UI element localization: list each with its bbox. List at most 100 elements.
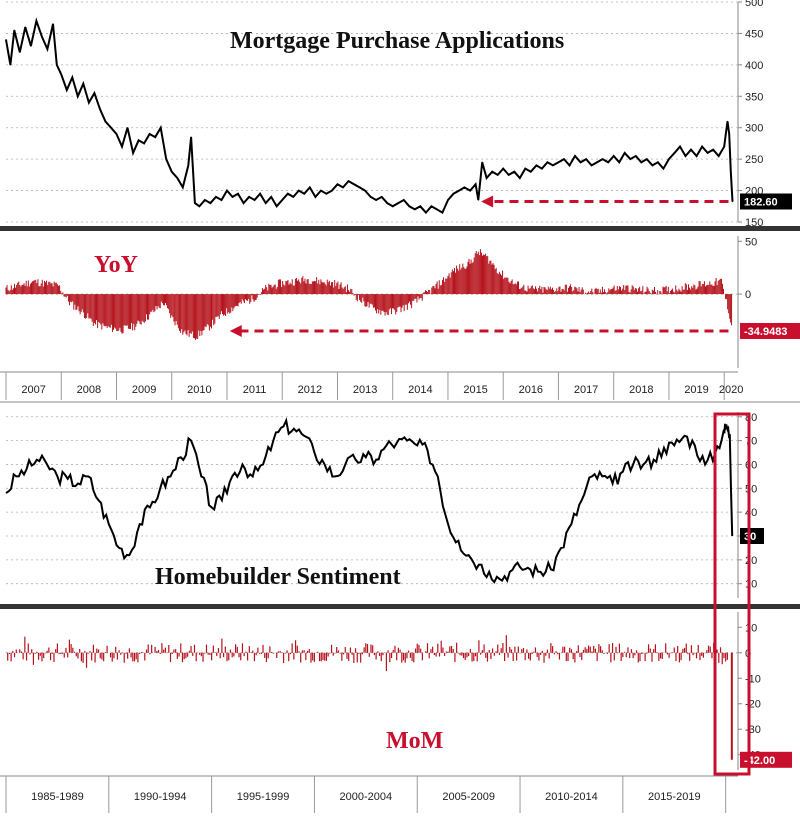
mortgage-point [730, 171, 732, 173]
mortgage-point [110, 127, 112, 129]
mortgage-point [132, 152, 134, 154]
mortgage-point [358, 186, 361, 189]
yoy-x-tick-label: 2016 [519, 384, 543, 396]
yoy-x-tick-label: 2012 [298, 384, 322, 396]
mortgage-point [718, 155, 720, 157]
homebuilder-title: Homebuilder Sentiment [155, 564, 401, 590]
mortgage-point [474, 183, 477, 185]
mortgage-point [668, 158, 670, 160]
mortgage-point [176, 177, 178, 179]
homebuilder-y-tick-label: 60 [745, 459, 757, 471]
mortgage-point [19, 51, 21, 53]
mortgage-point [298, 189, 300, 192]
mom-x-tick-label: 1990-1994 [134, 791, 187, 803]
mortgage-point [226, 189, 228, 192]
mortgage-point [618, 161, 620, 163]
mortgage-point [56, 64, 58, 66]
mortgage-point [220, 199, 223, 201]
mortgage-point [66, 89, 68, 91]
mortgage-point [187, 164, 189, 167]
mortgage-point [149, 133, 151, 135]
mortgage-point [347, 180, 350, 182]
mortgage-point [287, 193, 289, 195]
mortgage-point [436, 208, 438, 211]
mortgage-point [726, 120, 729, 123]
mortgage-point [629, 158, 631, 160]
mortgage-point [419, 205, 421, 207]
mortgage-point [524, 167, 526, 170]
mortgage-point [381, 196, 383, 198]
mortgage-point [481, 161, 483, 163]
mortgage-point [447, 199, 449, 201]
mortgage-point [52, 23, 54, 25]
mortgage-point [723, 145, 725, 148]
mortgage-y-tick-label: 400 [745, 60, 763, 72]
mom-y-tick-label: -30 [745, 724, 761, 736]
mortgage-point [171, 171, 173, 173]
mortgage-point [386, 202, 388, 204]
mortgage-point [397, 202, 399, 204]
mortgage-point [477, 199, 479, 201]
mortgage-point [309, 186, 311, 189]
mortgage-point [585, 158, 587, 160]
mortgage-point [607, 161, 609, 163]
mortgage-point [519, 177, 521, 179]
mortgage-point [242, 202, 245, 204]
mortgage-point [281, 199, 283, 201]
mortgage-point [154, 136, 156, 138]
mortgage-point [198, 205, 200, 207]
mortgage-point [336, 183, 339, 185]
mom-x-tick-label: 2005-2009 [442, 791, 495, 803]
mortgage-point [695, 155, 698, 157]
mortgage-point [651, 164, 653, 167]
mortgage-point [77, 95, 79, 97]
mortgage-point [392, 205, 394, 207]
mortgage-y-tick-label: 500 [745, 0, 763, 9]
mortgage-point [673, 152, 676, 154]
yoy-x-tick-label: 2013 [353, 384, 377, 396]
mom-x-tick-label: 2010-2014 [545, 791, 598, 803]
mortgage-point [115, 133, 118, 135]
mortgage-point [508, 174, 510, 176]
mortgage-point [563, 158, 565, 160]
mortgage-y-tick-label: 250 [745, 154, 763, 166]
mortgage-point [182, 186, 184, 189]
mortgage-point [596, 161, 598, 163]
mortgage-point [513, 171, 515, 173]
mortgage-point [497, 174, 499, 176]
mortgage-point [486, 177, 488, 179]
mortgage-point [502, 167, 504, 170]
mom-label: MoM [386, 728, 443, 754]
mortgage-last-value: 182.60 [744, 197, 778, 209]
mortgage-point [408, 205, 410, 207]
mortgage-point [602, 158, 604, 160]
mortgage-point [82, 83, 84, 85]
mortgage-point [325, 193, 328, 195]
mortgage-point [190, 136, 192, 138]
mortgage-point [613, 155, 615, 157]
mortgage-point [209, 202, 212, 204]
panel-separator [0, 604, 800, 609]
mortgage-point [657, 161, 659, 163]
mortgage-point [646, 158, 648, 160]
mom-y-tick-label: -10 [745, 673, 761, 685]
mortgage-point [204, 199, 206, 201]
mortgage-point [314, 196, 316, 198]
mortgage-point [254, 199, 256, 201]
mortgage-y-tick-label: 350 [745, 91, 763, 103]
yoy-x-tick-label: 2008 [77, 384, 101, 396]
yoy-x-tick-label: 2020 [719, 384, 743, 396]
mortgage-point [248, 196, 250, 198]
mortgage-point [41, 35, 43, 38]
mom-last-value: -42.00 [744, 755, 775, 767]
mortgage-point [725, 133, 727, 135]
mortgage-point [370, 196, 372, 198]
mortgage-point [425, 211, 427, 214]
mortgage-point [491, 171, 493, 173]
mortgage-point [458, 189, 460, 192]
mortgage-point [9, 64, 12, 66]
mortgage-point [270, 196, 272, 198]
mom-last-value-bg [740, 751, 792, 768]
mortgage-arrow-head [481, 195, 494, 208]
